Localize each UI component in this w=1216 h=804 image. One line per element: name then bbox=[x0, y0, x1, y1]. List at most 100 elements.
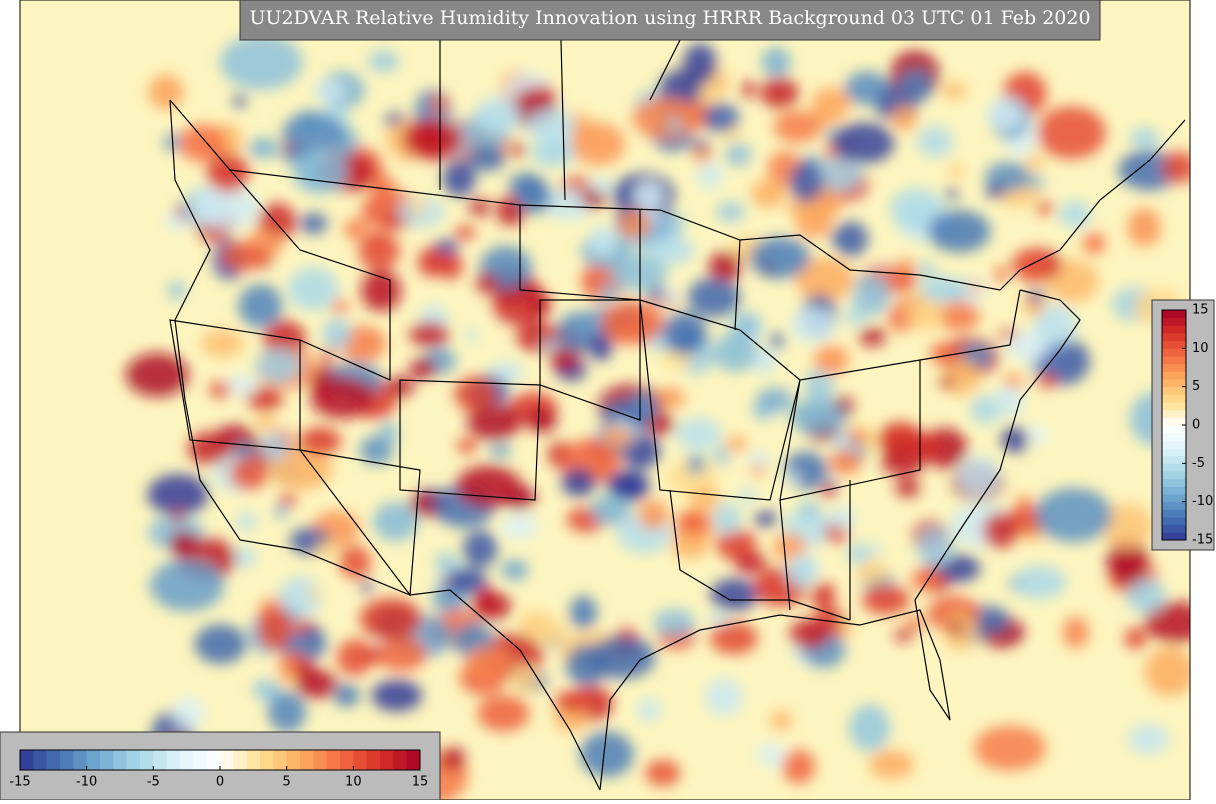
innovation-blob bbox=[833, 122, 895, 164]
innovation-blob bbox=[986, 97, 1024, 132]
innovation-blob bbox=[358, 232, 400, 271]
innovation-blob bbox=[308, 587, 322, 601]
colorbar-tick-label: -15 bbox=[9, 775, 30, 790]
innovation-blob bbox=[686, 454, 705, 475]
innovation-blob bbox=[813, 345, 849, 375]
innovation-blob bbox=[906, 433, 947, 460]
innovation-blob bbox=[713, 446, 730, 465]
innovation-blob bbox=[434, 553, 458, 570]
innovation-blob bbox=[278, 672, 296, 685]
innovation-blob bbox=[911, 568, 942, 591]
innovation-blob bbox=[267, 691, 307, 733]
innovation-blob bbox=[957, 456, 1001, 498]
innovation-blob bbox=[331, 300, 350, 313]
innovation-blob bbox=[689, 486, 720, 512]
innovation-blob bbox=[172, 696, 205, 730]
colorbar-step bbox=[60, 750, 74, 770]
innovation-blob bbox=[945, 187, 958, 202]
innovation-blob bbox=[402, 119, 464, 160]
innovation-blob bbox=[693, 147, 712, 164]
innovation-blob bbox=[248, 138, 279, 159]
innovation-blob bbox=[235, 513, 257, 531]
innovation-blob bbox=[1127, 723, 1170, 755]
innovation-blob bbox=[233, 93, 247, 109]
innovation-blob bbox=[336, 639, 373, 676]
innovation-blob bbox=[749, 237, 811, 279]
innovation-blob bbox=[246, 386, 283, 411]
innovation-blob bbox=[441, 747, 466, 771]
innovation-blob bbox=[653, 608, 696, 637]
innovation-blob bbox=[645, 759, 681, 787]
innovation-blob bbox=[529, 292, 552, 317]
innovation-blob bbox=[554, 691, 586, 712]
innovation-blob bbox=[234, 442, 255, 462]
innovation-blob bbox=[1035, 372, 1059, 388]
innovation-blob bbox=[454, 225, 476, 240]
colorbar-tick-label: 10 bbox=[345, 775, 362, 790]
innovation-blob bbox=[292, 150, 348, 194]
innovation-blob bbox=[171, 508, 184, 523]
colorbar-step bbox=[1162, 417, 1186, 426]
innovation-blob bbox=[256, 415, 276, 430]
innovation-blob bbox=[756, 742, 785, 768]
innovation-blob bbox=[846, 543, 871, 565]
innovation-blob bbox=[278, 493, 298, 506]
innovation-blob bbox=[278, 576, 323, 618]
innovation-blob bbox=[509, 664, 539, 694]
colorbar-step bbox=[1162, 432, 1186, 441]
innovation-blob bbox=[948, 162, 964, 181]
colorbar-step bbox=[1162, 386, 1186, 395]
innovation-blob bbox=[462, 530, 498, 568]
innovation-blob bbox=[1082, 232, 1106, 255]
colorbar-step bbox=[300, 750, 314, 770]
innovation-blob bbox=[1058, 200, 1091, 229]
colorbar-tick-label: 15 bbox=[412, 775, 429, 790]
innovation-blob bbox=[339, 545, 372, 579]
innovation-blob bbox=[704, 678, 743, 717]
innovation-blob bbox=[982, 512, 1019, 549]
innovation-blob bbox=[1027, 175, 1045, 189]
innovation-blob bbox=[870, 542, 882, 556]
innovation-blob bbox=[561, 468, 596, 497]
innovation-blob bbox=[194, 624, 247, 664]
colorbar-step bbox=[140, 750, 154, 770]
innovation-blob bbox=[710, 622, 758, 655]
innovation-blob bbox=[187, 431, 232, 465]
innovation-blob bbox=[602, 426, 633, 447]
innovation-blob bbox=[1002, 373, 1025, 389]
innovation-blob bbox=[773, 533, 807, 562]
colorbar-step bbox=[1162, 448, 1186, 457]
innovation-blob bbox=[789, 161, 824, 203]
colorbar-step bbox=[1162, 478, 1186, 487]
innovation-blob bbox=[287, 267, 339, 311]
innovation-blob bbox=[917, 526, 954, 569]
innovation-blob bbox=[663, 312, 707, 356]
innovation-blob bbox=[708, 611, 730, 626]
innovation-blob bbox=[751, 179, 786, 208]
innovation-blob bbox=[590, 495, 631, 525]
colorbar-step bbox=[286, 750, 301, 770]
state-lines bbox=[169, 169, 1021, 621]
colorbar-step bbox=[406, 750, 421, 770]
colorbar-step bbox=[353, 750, 368, 770]
innovation-blob bbox=[994, 385, 1025, 417]
colorbar-step bbox=[380, 750, 394, 770]
innovation-blob bbox=[725, 436, 748, 452]
innovation-blob bbox=[761, 47, 791, 77]
innovation-blob bbox=[588, 636, 656, 679]
innovation-blob bbox=[636, 698, 662, 722]
colorbar-step bbox=[393, 750, 408, 770]
innovation-blob bbox=[648, 236, 695, 265]
innovation-blob bbox=[724, 143, 752, 166]
innovation-blob bbox=[985, 184, 1005, 199]
colorbar-step bbox=[1162, 494, 1186, 503]
innovation-blob bbox=[228, 374, 257, 396]
innovation-blob bbox=[795, 257, 855, 302]
colorbar-step bbox=[1162, 325, 1186, 334]
colorbar-tick-label: -5 bbox=[1192, 456, 1205, 471]
innovation-blob bbox=[299, 212, 328, 234]
innovation-blob bbox=[895, 478, 921, 498]
innovation-blob bbox=[868, 749, 914, 780]
innovation-blob bbox=[268, 447, 333, 490]
innovation-blob bbox=[830, 230, 846, 246]
